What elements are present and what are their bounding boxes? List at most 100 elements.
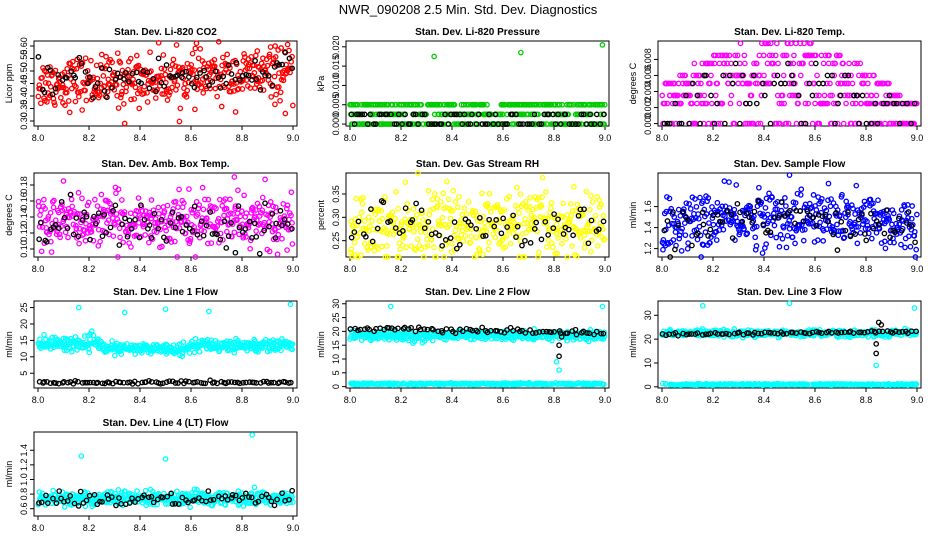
data-point: [465, 121, 471, 127]
data-point: [241, 192, 247, 199]
data-point: [513, 184, 520, 191]
data-point: [410, 111, 417, 118]
data-point: [668, 80, 674, 87]
data-point: [726, 52, 733, 59]
data-point: [79, 195, 85, 202]
data-point: [82, 55, 89, 62]
data-point: [707, 80, 713, 87]
data-point: [196, 348, 203, 355]
data-point: [703, 100, 710, 107]
x-tick-label: 9.0: [287, 264, 300, 274]
data-point: [364, 121, 371, 127]
data-point: [835, 80, 842, 87]
data-point: [361, 111, 368, 118]
data-point: [713, 237, 720, 243]
data-point: [517, 121, 524, 127]
data-point: [445, 121, 452, 127]
data-point: [97, 238, 103, 245]
data-point: [236, 77, 243, 84]
data-point: [166, 92, 172, 98]
y-tick-label: 0.000: [331, 113, 341, 136]
y-tick-label: 20: [331, 326, 341, 336]
data-point: [280, 77, 287, 84]
data-point: [439, 214, 446, 221]
data-point: [395, 205, 402, 212]
data-point: [111, 69, 118, 76]
y-tick-label: 0.005: [331, 93, 341, 116]
data-point: [73, 83, 79, 90]
data-point: [68, 196, 75, 203]
data-point: [858, 100, 865, 107]
data-point: [684, 245, 691, 252]
data-point: [500, 215, 507, 222]
data-point: [65, 98, 72, 104]
data-point: [38, 248, 45, 255]
y-tick-label: 5: [331, 370, 341, 375]
data-point: [257, 87, 264, 93]
x-tick-label: 8.6: [185, 133, 198, 143]
data-point: [772, 52, 779, 59]
data-point: [115, 105, 122, 111]
data-point: [686, 201, 693, 207]
data-point: [708, 60, 715, 67]
data-point: [721, 178, 728, 184]
data-point: [444, 178, 450, 185]
data-point: [425, 121, 432, 127]
y-tick-label: 0.30: [19, 112, 29, 130]
data-point: [484, 101, 490, 108]
data-point: [800, 237, 807, 244]
data-point: [871, 72, 877, 79]
data-point: [856, 72, 862, 79]
data-point: [289, 241, 296, 247]
data-point: [237, 68, 244, 75]
data-point: [451, 219, 458, 225]
series-main: [347, 170, 608, 260]
data-point: [791, 52, 797, 59]
data-point: [183, 68, 190, 75]
data-point: [569, 121, 575, 127]
data-point: [816, 120, 823, 127]
data-point: [721, 60, 728, 67]
data-point: [812, 52, 819, 59]
data-point: [169, 84, 175, 91]
data-point: [529, 121, 535, 127]
data-point: [844, 92, 851, 99]
data-point: [826, 52, 832, 59]
data-point: [788, 80, 795, 87]
data-point: [63, 74, 70, 81]
data-point: [100, 73, 107, 79]
data-point: [245, 72, 252, 79]
data-point: [35, 203, 42, 210]
data-point: [840, 120, 847, 127]
data-point: [197, 70, 203, 76]
data-point: [569, 243, 575, 249]
data-point: [153, 88, 159, 95]
data-point: [447, 215, 454, 222]
data-point: [852, 100, 859, 107]
data-point: [779, 235, 786, 242]
data-point: [107, 224, 114, 231]
data-point: [719, 100, 726, 107]
data-point: [96, 92, 103, 99]
data-point: [152, 95, 159, 101]
x-tick-label: 9.0: [599, 133, 612, 143]
data-point: [726, 179, 732, 185]
data-point: [259, 68, 266, 75]
data-point: [912, 239, 918, 246]
y-tick-label: 10: [331, 354, 341, 364]
y-tick-label: 0.40: [19, 87, 29, 105]
data-point: [425, 187, 432, 194]
series-main: [35, 38, 296, 127]
data-point: [267, 199, 274, 205]
data-point: [148, 197, 155, 203]
y-tick-label: 0.015: [331, 55, 341, 78]
y-axis-label: ml/min: [4, 331, 14, 358]
data-point: [896, 92, 903, 99]
data-point: [276, 70, 282, 76]
data-point: [284, 247, 290, 253]
data-point: [180, 339, 187, 345]
data-point: [880, 80, 887, 87]
data-point: [731, 120, 738, 127]
data-point: [913, 246, 920, 253]
